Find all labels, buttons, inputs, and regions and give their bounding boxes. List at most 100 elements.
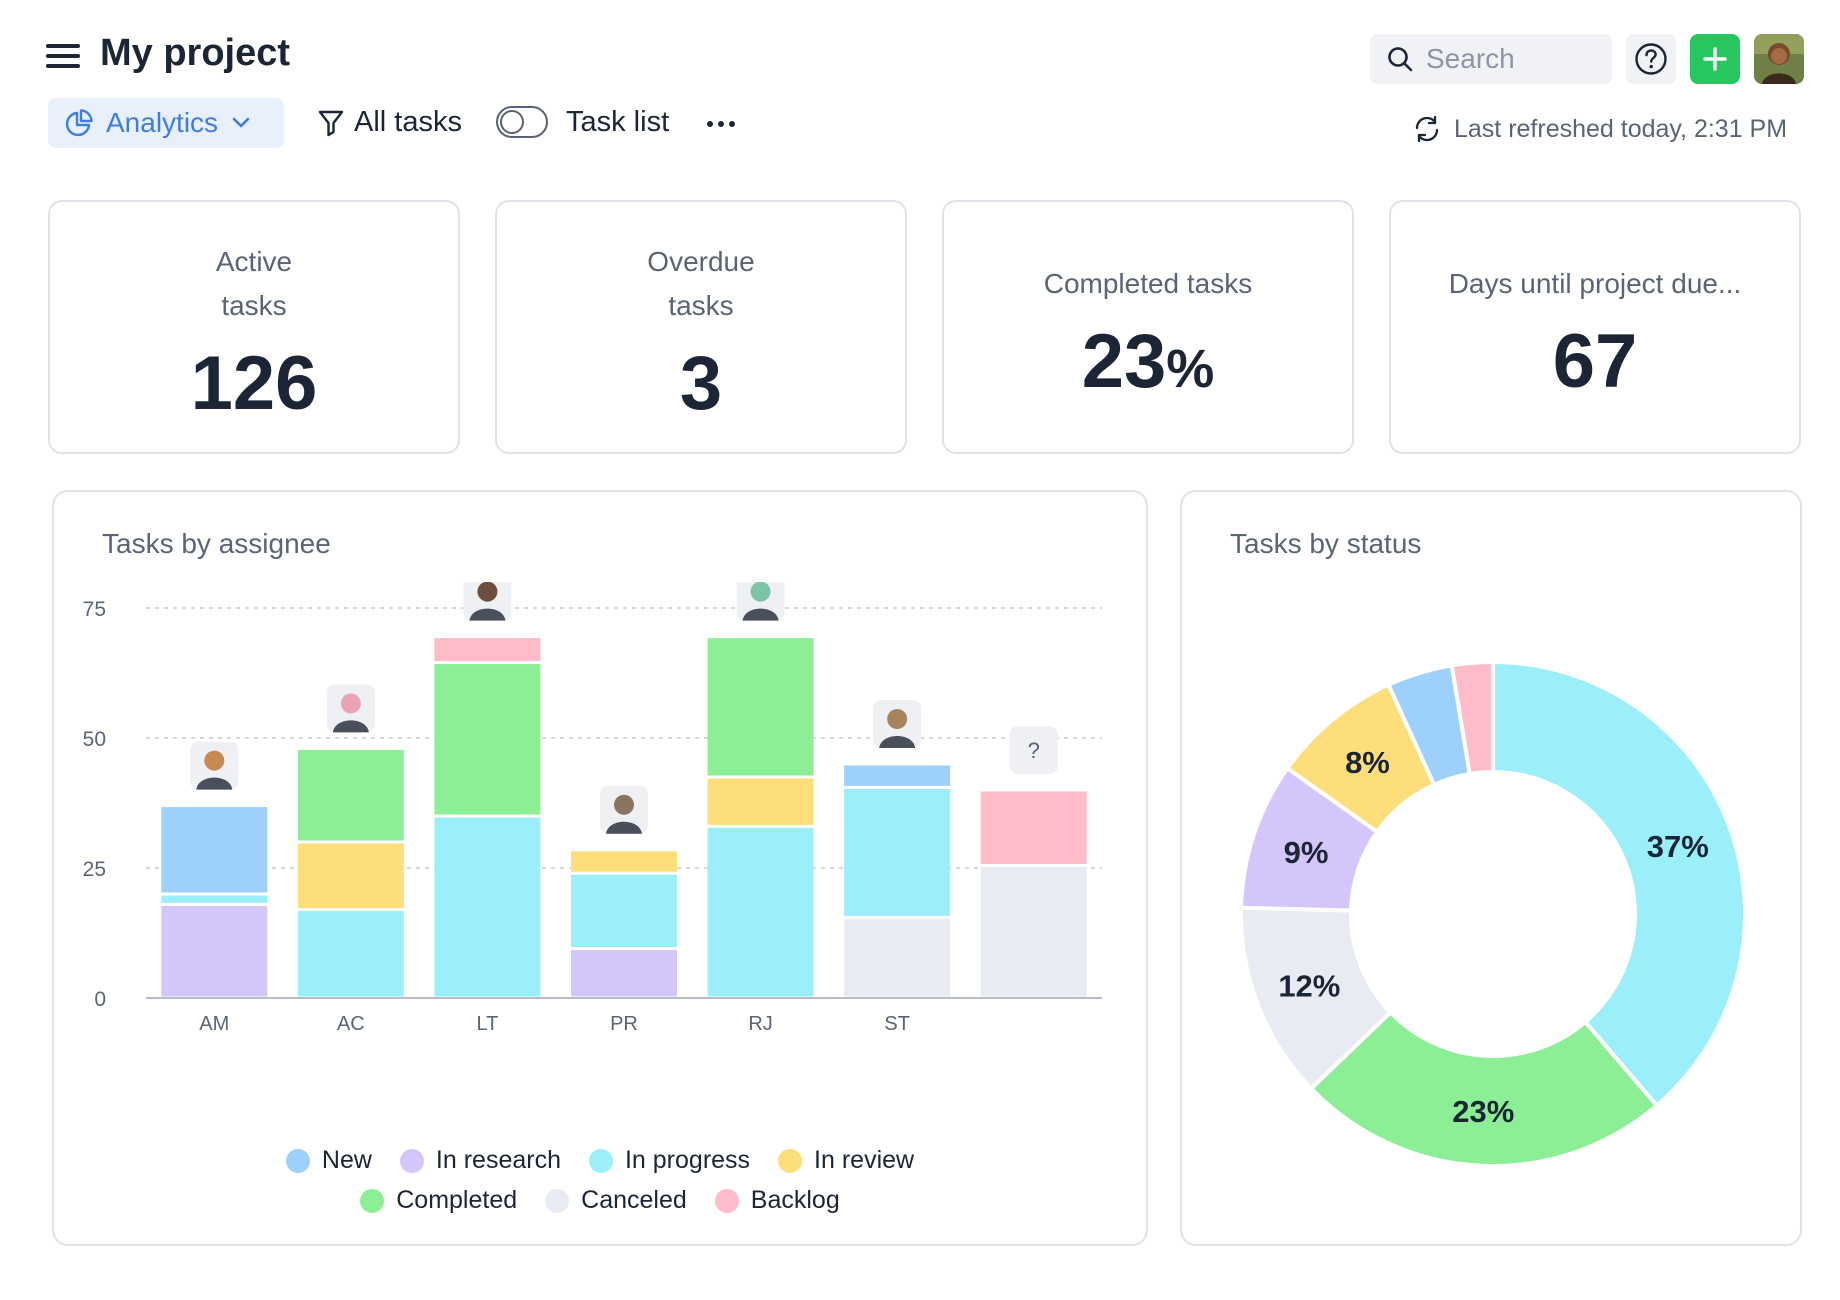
x-tick-label: AM	[199, 1013, 229, 1035]
bar-segment-in-research-pr[interactable]	[571, 950, 677, 997]
kpi-label: Completed tasks	[1043, 268, 1253, 299]
help-button[interactable]	[1626, 34, 1676, 84]
legend-row: New In research In progress In review	[54, 1146, 1146, 1175]
analytics-view-dropdown[interactable]: Analytics	[48, 98, 284, 148]
bar-segment-in-research-am[interactable]	[161, 905, 268, 997]
menu-icon[interactable]	[46, 44, 80, 72]
kpi-unit: %	[1166, 339, 1215, 399]
bar-segment-in-progress-pr[interactable]	[571, 874, 677, 948]
legend-swatch	[778, 1148, 803, 1173]
bar-segment-in-progress-rj[interactable]	[707, 827, 814, 997]
kpi-label: tasks	[221, 290, 287, 321]
legend-label: Backlog	[750, 1186, 840, 1214]
legend-label: Completed	[396, 1186, 518, 1214]
legend-item-in-review[interactable]: In review	[778, 1146, 914, 1175]
legend-item-new[interactable]: New	[285, 1146, 372, 1175]
filter-icon	[318, 110, 344, 136]
assignee-avatar-rj[interactable]	[736, 582, 785, 621]
legend-swatch	[588, 1148, 613, 1173]
slice-label: 37%	[1647, 829, 1709, 864]
search-input[interactable]	[1424, 42, 1598, 76]
bar-segment-new-am[interactable]	[161, 807, 268, 893]
bar-segment-canceled-st[interactable]	[844, 918, 951, 997]
bar-segment-in-progress-st[interactable]	[844, 788, 951, 916]
search-box[interactable]	[1370, 34, 1612, 84]
slice-label: 12%	[1278, 968, 1340, 1003]
chart-title: Tasks by assignee	[102, 528, 331, 559]
toggle-knob	[500, 110, 524, 134]
donut-slice-backlog[interactable]	[1449, 659, 1495, 777]
kpi-value: 126	[190, 341, 318, 426]
last-refreshed: Last refreshed today, 2:31 PM	[1412, 114, 1787, 144]
kpi-label: Days until project due...	[1448, 268, 1742, 299]
bar-segment-backlog-unassigned[interactable]	[980, 791, 1087, 864]
slice-label: 8%	[1345, 745, 1390, 780]
assignee-avatar-ac[interactable]	[326, 684, 375, 733]
filter-all-tasks-button[interactable]: All tasks	[318, 106, 462, 139]
task-list-toggle[interactable]	[496, 106, 548, 138]
kpi-value: 3	[679, 341, 723, 426]
chart-title: Tasks by status	[1230, 528, 1422, 559]
kpi-overdue-tasks[interactable]: Overdue tasks 3	[495, 200, 907, 454]
legend-label: In progress	[624, 1146, 751, 1174]
refreshed-text: Last refreshed today, 2:31 PM	[1454, 114, 1788, 143]
chevron-down-icon	[232, 117, 250, 128]
search-icon	[1388, 47, 1413, 72]
refresh-icon[interactable]	[1412, 114, 1442, 144]
y-tick-label: 25	[83, 858, 106, 881]
page-title: My project	[100, 32, 291, 74]
kpi-active-tasks[interactable]: Active tasks 126	[48, 200, 460, 454]
legend-label: In review	[814, 1146, 915, 1174]
kpi-label: Overdue	[647, 246, 755, 277]
bar-segment-new-st[interactable]	[844, 765, 951, 786]
pie-chart-icon	[65, 109, 93, 137]
assignee-avatar-pr[interactable]	[600, 785, 648, 834]
bar-segment-backlog-lt[interactable]	[434, 638, 541, 662]
user-avatar[interactable]	[1754, 34, 1804, 84]
assignee-avatar-am[interactable]	[190, 741, 239, 790]
bar-segment-in-progress-ac[interactable]	[297, 911, 404, 997]
legend-item-in-research[interactable]: In research	[399, 1146, 561, 1175]
plus-icon	[1703, 47, 1727, 71]
legend-item-canceled[interactable]: Canceled	[545, 1186, 687, 1215]
donut-chart: 37% 23% 12% 9% 8%	[1239, 659, 1747, 1168]
y-tick-label: 75	[83, 598, 106, 621]
assignee-avatar-lt[interactable]	[463, 582, 512, 621]
bar-segment-in-review-ac[interactable]	[297, 843, 404, 909]
bar-segment-in-progress-am[interactable]	[161, 895, 268, 903]
x-tick-label: LT	[476, 1013, 498, 1035]
more-options-icon[interactable]	[706, 104, 736, 136]
legend-item-in-progress[interactable]: In progress	[588, 1146, 751, 1175]
unassigned-avatar[interactable]: ?	[1009, 726, 1058, 774]
kpi-value: 67	[1552, 319, 1638, 404]
kpi-number: 23	[1081, 319, 1167, 404]
kpi-label: Active	[215, 246, 293, 277]
legend-swatch	[360, 1188, 385, 1213]
assignee-avatar-st[interactable]	[873, 700, 922, 748]
donut-slice-completed[interactable]	[1308, 1009, 1660, 1168]
unassigned-marker: ?	[1028, 738, 1040, 763]
bar-segment-in-review-rj[interactable]	[707, 778, 814, 825]
legend-swatch	[545, 1188, 570, 1213]
add-button[interactable]	[1690, 34, 1740, 84]
kpi-completed-tasks[interactable]: Completed tasks 23%	[942, 200, 1354, 454]
bar-segment-completed-ac[interactable]	[297, 749, 404, 841]
kpi-days-until-due[interactable]: Days until project due... 67	[1389, 200, 1801, 454]
donut-slice-in-progress[interactable]	[1491, 659, 1747, 1109]
legend-label: Canceled	[581, 1186, 687, 1214]
x-tick-label: AC	[337, 1013, 365, 1035]
legend-item-backlog[interactable]: Backlog	[714, 1186, 840, 1215]
bar-chart: 0 25 50 75 AM AC LT PR RJ ST?	[83, 582, 1102, 1035]
x-tick-label: PR	[610, 1013, 638, 1035]
y-tick-label: 50	[83, 728, 106, 751]
bar-segment-in-progress-lt[interactable]	[434, 817, 541, 997]
bar-segment-canceled-unassigned[interactable]	[980, 866, 1087, 997]
bar-segment-completed-rj[interactable]	[707, 638, 814, 776]
slice-label: 23%	[1452, 1094, 1514, 1129]
bar-segment-completed-lt[interactable]	[434, 664, 541, 815]
legend-item-completed[interactable]: Completed	[360, 1186, 517, 1215]
slice-label: 9%	[1284, 835, 1329, 870]
bar-segment-in-review-pr[interactable]	[571, 851, 677, 872]
x-tick-label: ST	[884, 1013, 910, 1035]
legend-row: Completed Canceled Backlog	[54, 1186, 1146, 1215]
